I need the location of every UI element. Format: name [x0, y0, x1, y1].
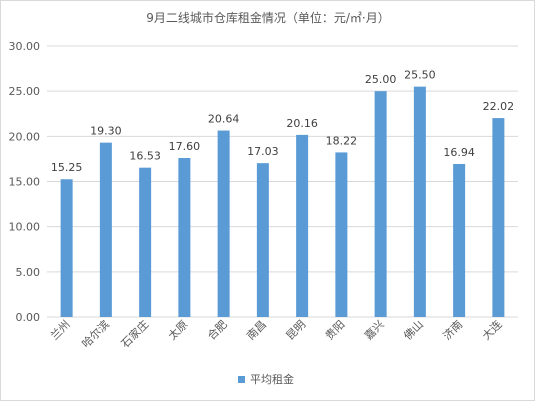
chart-title: 9月二线城市仓库租金情况（单位：元/㎡·月） — [146, 10, 390, 25]
data-label: 25.50 — [404, 69, 436, 82]
bar — [413, 86, 426, 318]
data-label: 20.64 — [208, 113, 240, 126]
x-tick-label: 石家庄 — [118, 317, 151, 350]
x-tick-label: 嘉兴 — [361, 317, 386, 342]
data-label: 25.00 — [365, 73, 397, 86]
x-tick-label: 哈尔滨 — [79, 317, 112, 350]
bar — [256, 163, 269, 317]
data-label: 19.30 — [90, 125, 122, 138]
x-tick-label: 佛山 — [401, 318, 426, 343]
bar — [139, 167, 152, 317]
y-tick-label: 0.00 — [16, 311, 41, 324]
bar — [492, 118, 505, 317]
data-label: 16.53 — [129, 150, 161, 163]
data-label: 16.94 — [443, 146, 475, 159]
y-tick-label: 25.00 — [9, 85, 41, 98]
bar — [178, 158, 191, 317]
x-tick-label: 南昌 — [244, 318, 269, 343]
data-label: 17.03 — [247, 145, 279, 158]
x-tick-label: 昆明 — [283, 318, 308, 343]
y-axis: 0.00 5.00 10.00 15.00 20.00 25.00 30.00 — [9, 40, 41, 324]
bar — [296, 134, 309, 317]
y-tick-label: 10.00 — [9, 221, 41, 234]
bar — [60, 179, 73, 317]
bar — [374, 91, 387, 318]
data-label: 20.16 — [286, 117, 318, 130]
data-label: 15.25 — [51, 161, 83, 174]
y-tick-label: 30.00 — [9, 40, 41, 53]
x-tick-label: 兰州 — [48, 318, 73, 343]
legend-label: 平均租金 — [250, 372, 294, 386]
bars — [60, 86, 505, 318]
bar — [99, 142, 112, 317]
data-label: 17.60 — [169, 140, 201, 153]
x-tick-label: 贵阳 — [323, 318, 348, 343]
x-tick-label: 太原 — [166, 318, 191, 343]
legend: 平均租金 — [238, 372, 294, 386]
x-tick-label: 合肥 — [204, 317, 229, 342]
bar — [217, 130, 230, 317]
y-tick-label: 5.00 — [16, 266, 41, 279]
data-label: 22.02 — [483, 100, 515, 113]
legend-swatch — [238, 376, 245, 383]
data-labels: 15.25 19.30 16.53 17.60 20.64 17.03 20.16 18.22… — [51, 69, 514, 175]
data-label: 18.22 — [326, 134, 358, 147]
gridlines — [47, 45, 518, 318]
x-tick-label: 大连 — [479, 317, 504, 342]
bar — [335, 152, 348, 317]
y-tick-label: 15.00 — [9, 176, 41, 189]
x-tick-label: 济南 — [440, 317, 465, 342]
y-tick-label: 20.00 — [9, 130, 41, 143]
x-axis: 兰州 哈尔滨 石家庄 太原 合肥 南昌 昆明 贵阳 嘉兴 佛山 济南 大连 — [48, 317, 504, 350]
bar — [453, 163, 466, 317]
